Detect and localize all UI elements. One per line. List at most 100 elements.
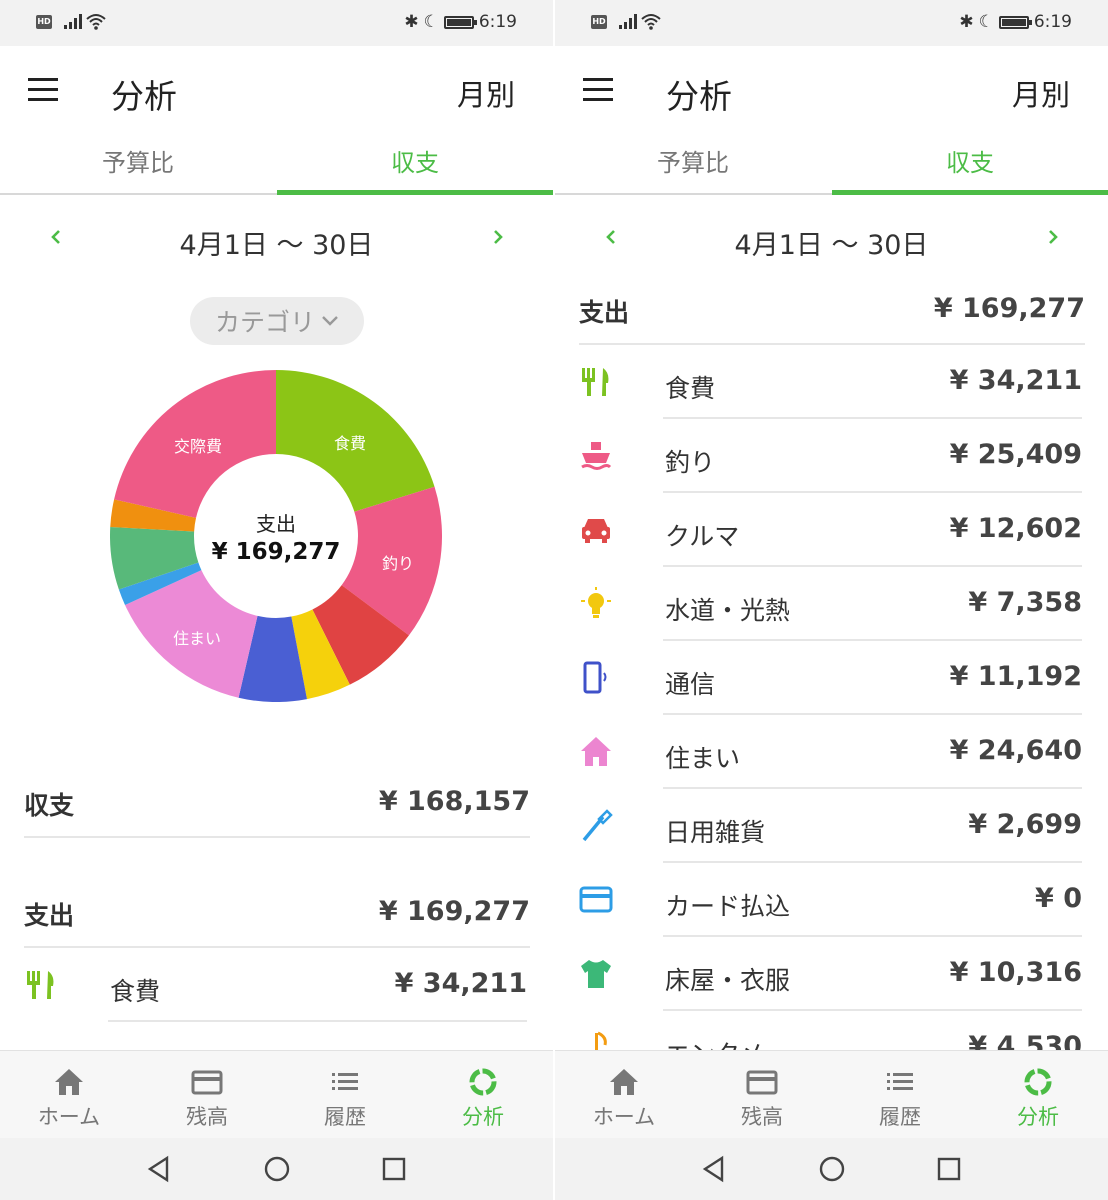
donut-slice-6	[118, 562, 202, 605]
category-name: 食費	[665, 374, 716, 403]
menu-icon[interactable]	[28, 78, 58, 102]
tab-balance[interactable]: 収支	[946, 149, 994, 177]
chevron-right-icon[interactable]	[490, 229, 506, 245]
category-amount: ¥ 34,211	[394, 968, 527, 999]
tab-bar: 予算比 収支	[0, 134, 553, 195]
category-selector[interactable]: カテゴリ	[190, 297, 364, 345]
recents-icon[interactable]	[935, 1155, 963, 1183]
list-item[interactable]: クルマ ¥ 12,602	[555, 493, 1108, 567]
list-item[interactable]: 住まい ¥ 24,640	[555, 715, 1108, 789]
chevron-right-icon[interactable]	[1045, 229, 1061, 245]
tab-balance[interactable]: 収支	[391, 149, 439, 177]
list-icon	[887, 1073, 913, 1090]
analysis-icon	[469, 1068, 497, 1096]
back-icon[interactable]	[700, 1155, 728, 1183]
wallet-icon	[746, 1070, 778, 1095]
donut-slice-5	[125, 570, 258, 698]
category-amount: ¥ 0	[1035, 883, 1082, 914]
nav-home[interactable]: ホーム	[555, 1051, 693, 1139]
category-amount: ¥ 24,640	[949, 735, 1082, 766]
category-selector-label: カテゴリ	[214, 308, 315, 337]
period-mode-button[interactable]: 月別	[456, 78, 515, 112]
list-icon	[332, 1073, 358, 1090]
wifi-icon	[641, 14, 661, 30]
expense-row[interactable]: 支出 ¥ 169,277	[579, 275, 1085, 345]
balance-label: 収支	[24, 791, 75, 820]
category-amount: ¥ 25,409	[949, 439, 1082, 470]
slice-label-fishing: 釣り	[382, 554, 415, 573]
bluetooth-icon: ✱	[404, 12, 419, 32]
period-mode-button[interactable]: 月別	[1011, 78, 1070, 112]
clock: 6:19	[1033, 12, 1072, 32]
nav-history[interactable]: 履歴	[276, 1051, 414, 1139]
phone-icon	[583, 661, 607, 694]
car-icon	[582, 519, 610, 543]
list-item[interactable]: 食費 ¥ 34,211	[555, 345, 1108, 419]
category-name: 通信	[665, 670, 716, 699]
nav-balance-label: 残高	[741, 1105, 783, 1129]
list-item[interactable]: 通信 ¥ 11,192	[555, 641, 1108, 715]
back-icon[interactable]	[145, 1155, 173, 1183]
category-name: カード払込	[665, 892, 791, 921]
nav-history[interactable]: 履歴	[831, 1051, 969, 1139]
left-screen: HD ✱ ☾ 6:19 分析 月別 予算比 収支	[0, 0, 553, 1200]
tshirt-icon	[581, 960, 611, 988]
balance-row[interactable]: 収支 ¥ 168,157	[24, 768, 530, 838]
nav-history-label: 履歴	[879, 1105, 921, 1129]
slice-label-food: 食費	[334, 434, 367, 453]
list-item[interactable]: カード払込 ¥ 0	[555, 863, 1108, 937]
card-icon	[579, 886, 613, 913]
signal-icon	[619, 14, 637, 29]
list-item[interactable]: 食費 ¥ 34,211	[0, 948, 553, 1022]
donut-slice-2	[312, 585, 409, 685]
right-screen: HD ✱ ☾ 6:19 分析 月別 予算比 収支	[555, 0, 1108, 1200]
list-item[interactable]: 日用雑貨 ¥ 2,699	[555, 789, 1108, 863]
boat-icon	[581, 442, 612, 470]
category-name: 食費	[110, 977, 161, 1006]
donut-slice-4	[238, 615, 307, 702]
balance-value: ¥ 168,157	[378, 786, 530, 817]
wallet-icon	[191, 1070, 223, 1095]
expense-label: 支出	[24, 901, 75, 930]
tab-indicator	[832, 190, 1108, 195]
period-label: 4月1日 〜 30日	[734, 230, 929, 261]
battery-icon	[998, 15, 1032, 29]
category-name: 釣り	[665, 448, 716, 477]
menu-icon[interactable]	[583, 78, 613, 102]
period-label: 4月1日 〜 30日	[179, 230, 374, 261]
home-button-icon[interactable]	[818, 1155, 846, 1183]
clock: 6:19	[478, 12, 517, 32]
expense-label: 支出	[579, 298, 630, 327]
list-item[interactable]: 釣り ¥ 25,409	[555, 419, 1108, 493]
house-icon	[581, 737, 611, 766]
nav-home[interactable]: ホーム	[0, 1051, 138, 1139]
status-bar: HD ✱ ☾ 6:19	[555, 0, 1108, 46]
app-bar: 分析 月別	[0, 46, 553, 134]
moon-icon: ☾	[978, 12, 994, 32]
category-name: クルマ	[665, 522, 740, 551]
chevron-left-icon[interactable]	[48, 229, 64, 245]
list-item[interactable]: 床屋・衣服 ¥ 10,316	[555, 937, 1108, 1011]
donut-slice-8	[110, 499, 197, 532]
toothbrush-icon	[582, 809, 613, 842]
tab-budget[interactable]: 予算比	[657, 149, 729, 177]
recents-icon[interactable]	[380, 1155, 408, 1183]
expense-row[interactable]: 支出 ¥ 169,277	[24, 878, 530, 948]
nav-analysis[interactable]: 分析	[414, 1051, 552, 1139]
category-name: 床屋・衣服	[665, 966, 791, 995]
list-item[interactable]: 水道・光熱 ¥ 7,358	[555, 567, 1108, 641]
nav-balance[interactable]: 残高	[138, 1051, 276, 1139]
home-button-icon[interactable]	[263, 1155, 291, 1183]
chevron-down-icon	[322, 316, 338, 326]
donut-slice-0	[276, 370, 435, 512]
donut-slice-9	[114, 370, 276, 518]
nav-balance[interactable]: 残高	[693, 1051, 831, 1139]
page-title: 分析	[666, 77, 732, 116]
tab-budget[interactable]: 予算比	[102, 149, 174, 177]
donut-slice-7	[110, 526, 199, 590]
nav-balance-label: 残高	[186, 1105, 228, 1129]
chevron-left-icon[interactable]	[603, 229, 619, 245]
expense-donut-chart	[110, 370, 442, 702]
home-icon	[55, 1069, 83, 1095]
nav-analysis[interactable]: 分析	[969, 1051, 1107, 1139]
